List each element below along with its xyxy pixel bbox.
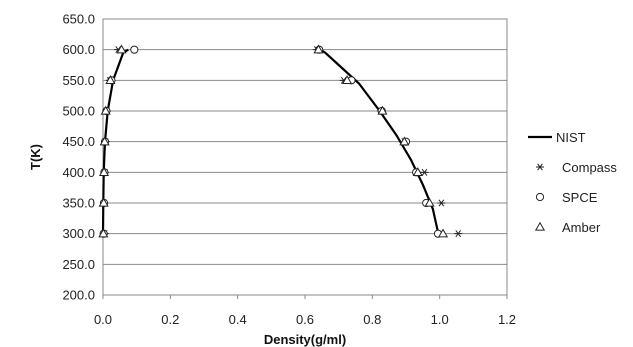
amber-point	[116, 44, 127, 54]
plot-area	[102, 18, 508, 296]
y-tick-label: 550.0	[62, 73, 95, 88]
x-tick-label: 0.2	[161, 312, 179, 327]
compass-point	[437, 199, 446, 207]
amber-point	[412, 167, 423, 176]
series-layer	[98, 44, 463, 238]
legend-amber-label: Amber	[562, 220, 601, 235]
legend-nist-label: NIST	[556, 130, 586, 145]
gridlines	[103, 18, 507, 296]
y-tick-label: 300.0	[62, 226, 95, 241]
amber-point	[100, 105, 111, 115]
y-tick-label: 500.0	[62, 104, 95, 119]
y-tick-labels: 200.0 250.0 300.0 350.0 400.0 450.0 500.0 550.0…	[62, 12, 95, 303]
amber-point	[377, 105, 388, 115]
compass-point	[454, 230, 463, 238]
legend-spce-label: SPCE	[562, 190, 598, 205]
spce-point	[130, 45, 139, 54]
amber-point	[437, 228, 449, 238]
nist-curve-liquid	[319, 48, 440, 234]
y-tick-label: 400.0	[62, 165, 95, 180]
amber-point	[98, 228, 109, 238]
x-tick-labels: 0.0 0.2 0.4 0.6 0.8 1.0 1.2	[94, 295, 516, 327]
amber-point	[424, 197, 435, 207]
y-tick-label: 600.0	[62, 42, 95, 57]
amber-point	[105, 75, 116, 84]
amber-point	[99, 136, 110, 146]
compass-point	[420, 168, 429, 176]
x-tick-label: 0.8	[363, 312, 381, 327]
x-tick-label: 0.0	[94, 312, 112, 327]
y-axis-title: T(K)	[28, 144, 43, 170]
nist-curve-vapor	[101, 48, 129, 234]
legend-amber-marker	[534, 221, 546, 231]
legend: NIST Compass SPCE Amber	[528, 130, 617, 235]
amber-point	[98, 167, 110, 176]
y-tick-label: 450.0	[62, 134, 95, 149]
legend-compass-marker	[536, 163, 544, 171]
amber-point	[342, 75, 353, 84]
x-axis-title: Density(g/ml)	[264, 332, 346, 347]
amber-point	[399, 136, 410, 146]
y-tick-label: 250.0	[62, 257, 95, 272]
x-tick-label: 0.6	[296, 312, 314, 327]
y-tick-label: 650.0	[62, 12, 95, 27]
y-tick-label: 200.0	[62, 288, 95, 303]
legend-compass-label: Compass	[562, 160, 617, 175]
x-tick-label: 1.0	[431, 312, 449, 327]
legend-spce-marker	[535, 192, 545, 202]
x-tick-label: 1.2	[498, 312, 516, 327]
x-tick-label: 0.4	[229, 312, 247, 327]
amber-point	[98, 197, 109, 207]
amber-point	[313, 44, 324, 54]
y-tick-label: 350.0	[62, 196, 95, 211]
